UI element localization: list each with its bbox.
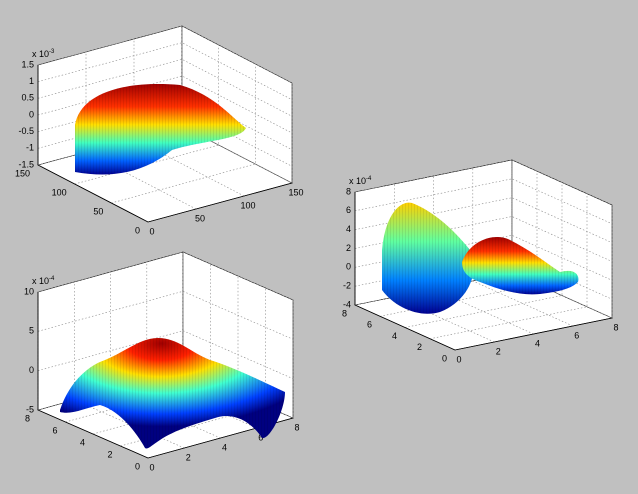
grid-line bbox=[111, 64, 256, 204]
x-tick-label: 4 bbox=[535, 338, 540, 348]
x-tick-label: 150 bbox=[288, 187, 303, 197]
y-tick-label: 6 bbox=[52, 425, 57, 435]
grid-line bbox=[404, 182, 563, 328]
z-tick-label: -4 bbox=[343, 299, 351, 309]
surfaces bbox=[60, 84, 579, 449]
grid-line bbox=[37, 25, 293, 84]
grid-line bbox=[354, 159, 613, 206]
x-tick-label: 2 bbox=[496, 346, 501, 356]
grid-line bbox=[37, 290, 294, 340]
surface-mesh bbox=[382, 202, 579, 314]
z-tick-label: -5 bbox=[26, 404, 34, 414]
y-tick-label: 50 bbox=[93, 206, 103, 216]
x-tick-label: 6 bbox=[258, 432, 263, 442]
z-tick-label: 8 bbox=[346, 186, 351, 196]
z-tick-label: 5 bbox=[29, 326, 34, 336]
y-tick-label: 2 bbox=[417, 342, 422, 352]
x-tick-label: 8 bbox=[294, 422, 299, 432]
z-tick-label: 1.5 bbox=[21, 59, 34, 69]
z-tick-label: 2 bbox=[346, 243, 351, 253]
z-exponent-label: x 10-4 bbox=[349, 176, 372, 187]
grid-line bbox=[354, 178, 613, 225]
y-tick-label: 2 bbox=[107, 449, 112, 459]
exponent-power: -3 bbox=[49, 49, 55, 55]
exponent-base: x 10 bbox=[32, 276, 49, 286]
x-tick-label: 2 bbox=[186, 452, 191, 462]
z-tick-label: 0 bbox=[346, 262, 351, 272]
grid-line bbox=[37, 251, 294, 301]
x-tick-label: 8 bbox=[613, 322, 618, 332]
x-tick-label: 0 bbox=[149, 226, 154, 236]
z-tick-label: -0.5 bbox=[18, 126, 34, 136]
axis-line bbox=[37, 65, 293, 223]
y-tick-label: 100 bbox=[52, 187, 67, 197]
z-tick-label: 4 bbox=[346, 224, 351, 234]
y-tick-label: 150 bbox=[15, 168, 30, 178]
z-tick-label: 0 bbox=[29, 365, 34, 375]
z-tick-label: 0.5 bbox=[21, 93, 34, 103]
exponent-base: x 10 bbox=[349, 176, 366, 186]
exponent-power: -4 bbox=[366, 176, 372, 182]
x-tick-label: 100 bbox=[240, 200, 255, 210]
z-tick-label: 1 bbox=[29, 76, 34, 86]
x-tick-label: 50 bbox=[195, 213, 205, 223]
axis-line bbox=[37, 292, 294, 459]
y-tick-label: 4 bbox=[80, 437, 85, 447]
y-tick-label: 0 bbox=[442, 353, 447, 363]
axis-line bbox=[354, 192, 613, 351]
y-tick-label: 0 bbox=[135, 461, 140, 471]
y-tick-label: 8 bbox=[342, 308, 347, 318]
grid-line bbox=[37, 42, 293, 100]
x-tick-label: 4 bbox=[222, 442, 227, 452]
x-tick-label: 0 bbox=[456, 354, 461, 364]
y-tick-label: 8 bbox=[25, 413, 30, 423]
y-tick-label: 4 bbox=[392, 331, 397, 341]
x-tick-label: 0 bbox=[149, 462, 154, 472]
y-tick-label: 6 bbox=[367, 320, 372, 330]
z-exponent-label: x 10-4 bbox=[32, 276, 55, 287]
surface-mesh bbox=[60, 338, 285, 449]
z-tick-label: -1 bbox=[26, 143, 34, 153]
z-tick-label: -2 bbox=[343, 281, 351, 291]
z-tick-label: -1.5 bbox=[18, 159, 34, 169]
z-tick-label: 0 bbox=[29, 109, 34, 119]
surface-mesh bbox=[75, 84, 246, 175]
exponent-base: x 10 bbox=[32, 49, 49, 59]
z-exponent-label: x 10-3 bbox=[32, 49, 55, 60]
z-tick-label: 6 bbox=[346, 205, 351, 215]
exponent-power: -4 bbox=[49, 276, 55, 282]
grid-line bbox=[37, 58, 293, 117]
y-tick-label: 0 bbox=[135, 225, 140, 235]
grid-line bbox=[37, 75, 293, 134]
x-tick-label: 6 bbox=[574, 330, 579, 340]
z-tick-label: 10 bbox=[24, 286, 34, 296]
grid-line bbox=[37, 330, 294, 379]
